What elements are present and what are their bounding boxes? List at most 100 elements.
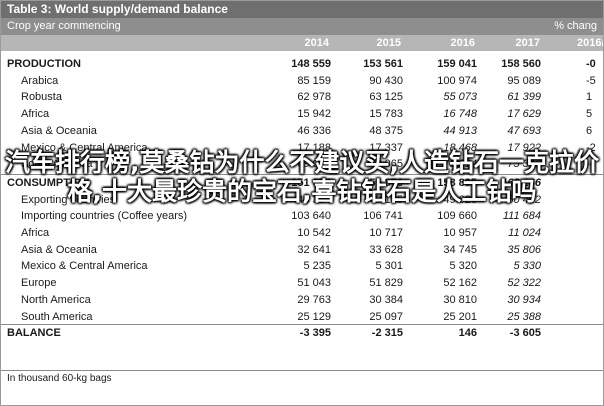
cell-value: 10 542	[297, 227, 331, 239]
cell-value: 55 073	[443, 91, 477, 104]
cell-value: -3 395	[299, 327, 331, 340]
cell-value: 69 093	[297, 158, 331, 171]
cell-value: 148 559	[291, 58, 331, 70]
cell-value: 49 626	[443, 193, 477, 206]
cell-value: 63 125	[369, 91, 403, 104]
cell-value: 111 684	[502, 210, 541, 223]
table-row: Europe 51 043 51 829 52 162 52 322	[1, 275, 603, 291]
cell-value: 25 201	[443, 310, 477, 323]
table-row: Importing countries (Coffee years) 103 64…	[1, 208, 603, 224]
row-label: Mexico & Central America	[21, 141, 148, 154]
cell-value: 10 717	[369, 227, 403, 239]
pct-change-cell: 6	[586, 124, 593, 137]
pct-change-cell: 1	[586, 91, 593, 104]
row-label: Mexico & Central America	[21, 260, 148, 273]
table-row: BALANCE -3 395 -2 315 146 -3 605	[1, 325, 603, 341]
table-row: Robusta 62 978 63 125 55 073 61 399 1	[1, 89, 603, 105]
cell-value: 32 641	[297, 243, 331, 256]
pct-change-cell: -5	[586, 74, 596, 87]
table-title-bar: Table 3: World supply/demand balance	[1, 1, 603, 18]
row-label: PRODUCTION	[7, 58, 81, 70]
table-row: CONSUMPTION 151 954 155 876 158 895 162 166	[1, 175, 603, 191]
cell-value: 16 748	[443, 108, 477, 121]
cell-value: 35 806	[507, 243, 541, 256]
cell-value: 48 375	[369, 124, 403, 137]
cell-value: 109 660	[437, 210, 477, 223]
cell-value: -2 315	[371, 327, 403, 340]
cell-value: 15 942	[297, 108, 331, 121]
cell-value: 44 913	[443, 124, 477, 137]
cell-value: 10 957	[443, 227, 477, 239]
table-row: Mexico & Central America 5 235 5 301 5 320 5…	[1, 258, 603, 274]
cell-value: 151 954	[291, 176, 331, 189]
cell-value: 17 629	[507, 108, 541, 121]
cell-value: 30 934	[507, 293, 541, 306]
table-row: Arabica 85 159 90 430 100 974 95 089 -5	[1, 73, 603, 89]
cell-value: 11 024	[508, 227, 541, 239]
table-row: Asia & Oceania 46 336 48 375 44 913 47 693 6	[1, 123, 603, 139]
cell-value: 52 162	[443, 277, 477, 290]
row-label: Asia & Oceania	[21, 243, 97, 256]
cell-value: 159 041	[437, 58, 477, 70]
row-label: Europe	[21, 277, 57, 290]
cell-value: 17 337	[369, 141, 403, 154]
table-row: North America 29 763 30 384 30 810 30 934	[1, 292, 603, 308]
row-label: Asia & Oceania	[21, 124, 97, 137]
table-title: Table 3: World supply/demand balance	[7, 2, 228, 16]
cell-value: 162 166	[501, 176, 541, 189]
year-header: 2016/	[577, 37, 604, 49]
year-header: 2017	[515, 37, 540, 49]
cell-value: 33 628	[369, 243, 403, 256]
cell-value: 30 384	[369, 293, 403, 306]
year-header: 2014	[304, 37, 329, 49]
cell-value: 62 978	[297, 91, 331, 104]
row-label: Africa	[21, 108, 50, 121]
row-label: North America	[21, 293, 91, 306]
cell-value: 153 561	[363, 58, 403, 70]
cell-value: 30 810	[443, 293, 477, 306]
cell-value: 158 560	[501, 58, 541, 70]
cell-value: 5 320	[449, 260, 477, 273]
cell-value: 72 065	[369, 158, 403, 171]
cell-value: 29 763	[297, 293, 331, 306]
section-divider	[1, 324, 603, 326]
year-header: 2016	[450, 37, 475, 49]
cell-value: 25 129	[297, 310, 331, 323]
cell-value: 158 895	[437, 176, 477, 189]
pct-change-cell: 5	[586, 108, 593, 121]
cell-value: 5 330	[513, 260, 541, 273]
row-label: Africa	[21, 227, 50, 239]
cell-value: 90 430	[369, 74, 403, 87]
cell-value: 48 314	[297, 193, 331, 206]
table-subheader: Crop year commencing % chang	[1, 18, 603, 35]
pct-change-cell: -0	[586, 58, 596, 70]
cell-value: 5 301	[375, 260, 403, 273]
cell-value: -3 605	[509, 327, 541, 340]
cell-value: 47 693	[507, 124, 541, 137]
row-label: CONSUMPTION	[7, 176, 90, 189]
pct-change-label: % chang	[554, 20, 597, 32]
cell-value: 18 468	[443, 141, 477, 154]
cell-value: 51 043	[297, 277, 331, 290]
table-footnote-bar: In thousand 60-kg bags	[1, 370, 603, 387]
cell-value: 85 159	[297, 74, 331, 87]
crop-year-label: Crop year commencing	[7, 20, 121, 32]
row-label: Exporting countries	[21, 193, 116, 206]
cell-value: 25 388	[507, 310, 541, 323]
cell-value: 46 336	[297, 124, 331, 137]
cell-value: 49 135	[369, 193, 403, 206]
year-header-row: 2014 2015 2016 2017 2016/	[1, 35, 603, 51]
table-row: Africa 15 942 15 783 16 748 17 629 5	[1, 106, 603, 122]
cell-value: 146	[458, 327, 477, 340]
cell-value: 5 235	[303, 260, 331, 273]
table-row: Asia & Oceania 32 641 33 628 34 745 35 806	[1, 242, 603, 258]
table-row: South America 69 093 72 065 78 914 75 346 -4	[1, 156, 603, 172]
row-label: Robusta	[21, 91, 62, 104]
cell-value: 78 914	[443, 158, 477, 171]
row-label: BALANCE	[7, 327, 61, 340]
table-row: PRODUCTION 148 559 153 561 159 041 158 560 -0	[1, 56, 603, 72]
cell-value: 61 399	[507, 91, 541, 104]
cell-value: 103 640	[291, 210, 331, 223]
cell-value: 15 783	[369, 108, 403, 121]
